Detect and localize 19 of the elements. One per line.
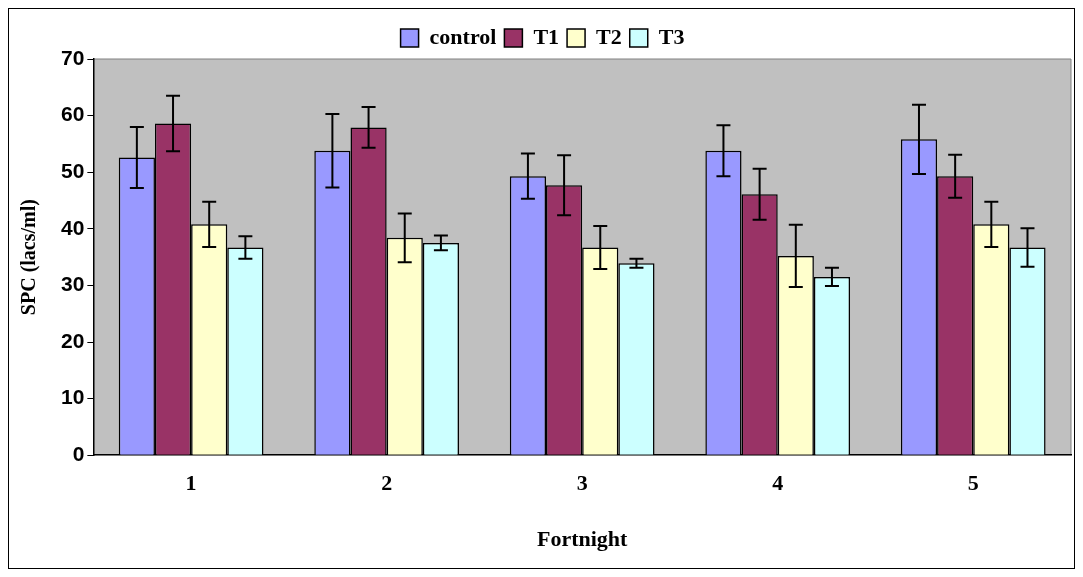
y-axis-title: SPC (lacs/ml) [17,199,41,316]
y-tick-label: 30 [61,272,85,296]
y-tick-label: 70 [61,45,85,69]
x-tick-label: 4 [772,470,784,496]
y-tick-label: 10 [61,385,85,409]
x-tick-label: 1 [185,470,197,496]
legend-label: control [429,23,497,49]
y-tick-label: 40 [61,215,85,239]
legend-label: T1 [533,23,560,49]
y-tick-label: 0 [72,442,85,465]
legend-label: T3 [658,23,685,49]
y-tick-label: 20 [61,328,85,352]
x-tick-label: 2 [381,470,393,496]
x-tick-label: 3 [576,470,588,496]
x-axis-title: Fortnight [536,526,629,552]
x-tick-label: 5 [967,470,979,496]
y-tick-label: 50 [61,159,85,182]
y-tick-label: 60 [61,102,85,126]
legend-label: T2 [596,23,622,49]
